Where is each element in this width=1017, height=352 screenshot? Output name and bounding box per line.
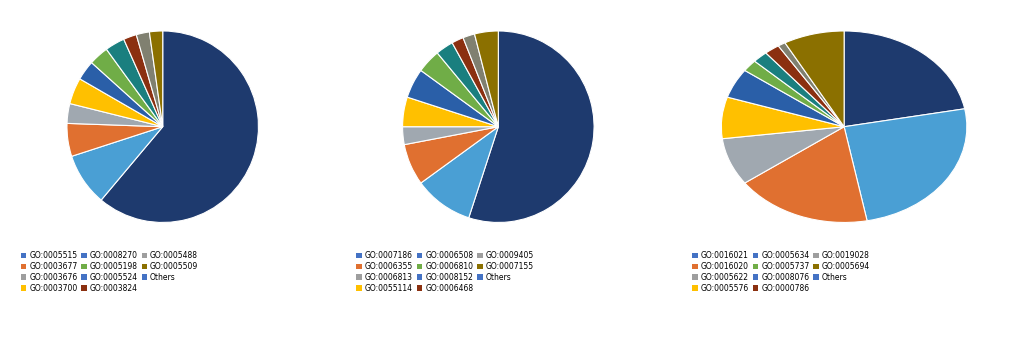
Wedge shape (744, 61, 844, 127)
Legend: GO:0016021, GO:0016020, GO:0005622, GO:0005576, GO:0005634, GO:0005737, GO:00080: GO:0016021, GO:0016020, GO:0005622, GO:0… (692, 250, 871, 294)
Wedge shape (744, 127, 868, 222)
Wedge shape (136, 32, 163, 127)
Wedge shape (403, 97, 498, 127)
Wedge shape (67, 103, 163, 127)
Wedge shape (101, 31, 258, 222)
Wedge shape (70, 79, 163, 127)
Wedge shape (407, 70, 498, 127)
Wedge shape (79, 63, 163, 127)
Wedge shape (67, 124, 163, 156)
Wedge shape (766, 46, 844, 127)
Wedge shape (403, 127, 498, 145)
Wedge shape (721, 97, 844, 139)
Wedge shape (463, 34, 498, 127)
Wedge shape (844, 109, 967, 221)
Wedge shape (727, 70, 844, 127)
Wedge shape (722, 127, 844, 183)
Wedge shape (475, 31, 498, 127)
Wedge shape (778, 43, 844, 127)
Legend: GO:0007186, GO:0006355, GO:0006813, GO:0055114, GO:0006508, GO:0006810, GO:00081: GO:0007186, GO:0006355, GO:0006813, GO:0… (356, 250, 535, 294)
Wedge shape (71, 127, 163, 200)
Wedge shape (149, 31, 163, 127)
Wedge shape (124, 35, 163, 127)
Wedge shape (755, 53, 844, 127)
Wedge shape (844, 31, 965, 127)
Wedge shape (469, 31, 594, 222)
Wedge shape (437, 43, 498, 127)
Wedge shape (453, 38, 498, 127)
Wedge shape (405, 127, 498, 183)
Wedge shape (92, 49, 163, 127)
Wedge shape (107, 39, 163, 127)
Wedge shape (785, 31, 844, 127)
Wedge shape (421, 127, 498, 218)
Wedge shape (421, 53, 498, 127)
Legend: GO:0005515, GO:0003677, GO:0003676, GO:0003700, GO:0008270, GO:0005198, GO:00055: GO:0005515, GO:0003677, GO:0003676, GO:0… (20, 250, 199, 294)
